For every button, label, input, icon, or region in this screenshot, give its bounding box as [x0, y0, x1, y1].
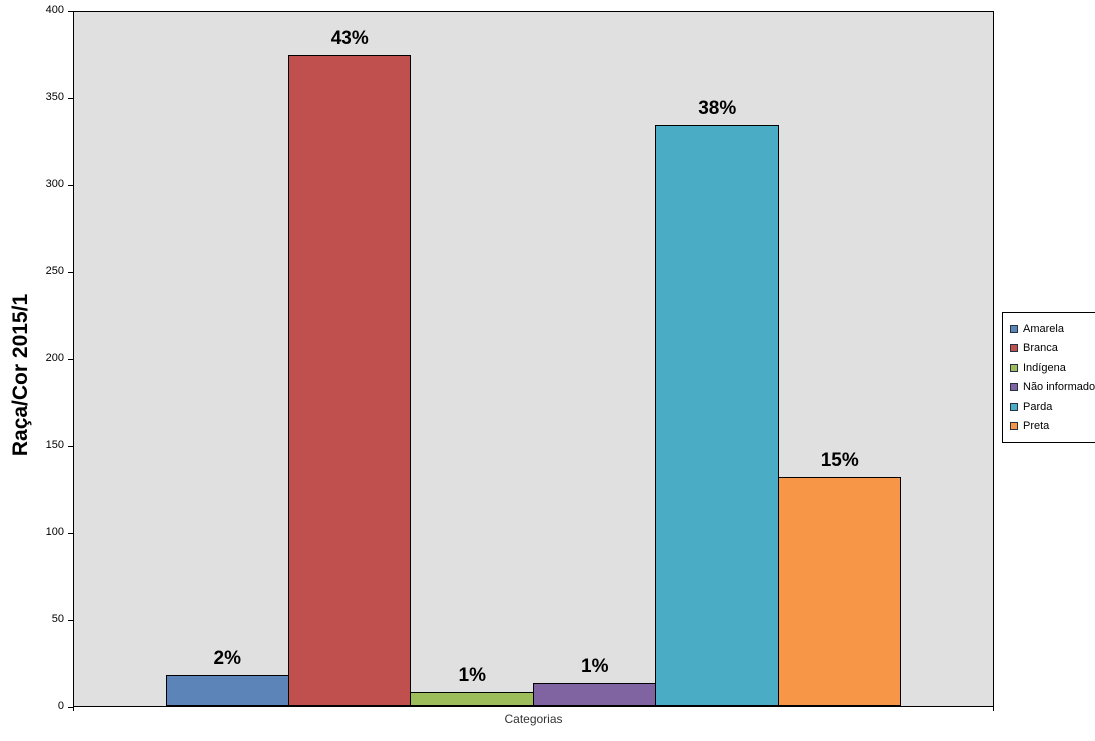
legend-swatch-icon: [1010, 422, 1018, 431]
x-axis-title: Categorias: [504, 712, 563, 726]
legend-item-label: Parda: [1023, 400, 1053, 413]
bar-slot-branca: 43%: [287, 12, 411, 706]
legend-item-indígena[interactable]: Indígena: [1010, 358, 1095, 378]
y-tick-mark: [68, 358, 73, 360]
bar-branca[interactable]: [287, 55, 411, 706]
bar-slot-preta: 15%: [777, 12, 901, 706]
legend-item-preta[interactable]: Preta: [1010, 417, 1095, 437]
y-tick-mark: [68, 184, 73, 186]
legend-item-label: Amarela: [1023, 322, 1064, 335]
legend-item-parda[interactable]: Parda: [1010, 397, 1095, 417]
plot-area: 2% 43% 1% 1% 38% 15%: [73, 11, 994, 707]
legend-item-label: Indígena: [1023, 361, 1066, 374]
x-axis-end-tick-left: [73, 707, 74, 711]
bar-indígena[interactable]: [410, 692, 534, 706]
y-tick-label: 350: [45, 91, 64, 103]
bar-slot-amarela: 2%: [166, 12, 289, 706]
legend-swatch-icon: [1010, 363, 1018, 372]
legend-item-label: Branca: [1023, 342, 1058, 355]
bar-value-label: 38%: [698, 97, 737, 119]
legend-item-não-informado[interactable]: Não informado: [1010, 378, 1095, 398]
bar-preta[interactable]: [777, 476, 901, 706]
y-tick-label: 50: [51, 613, 64, 625]
bar-slot-não-informado: 1%: [532, 12, 656, 706]
y-tick-label: 250: [45, 265, 64, 277]
y-axis: 0 50 100 150 200 250 300 350 400: [0, 4, 73, 712]
bar-value-label: 43%: [330, 28, 369, 50]
x-axis-end-tick-right: [993, 707, 994, 711]
y-tick-mark: [68, 619, 73, 621]
bar-value-label: 15%: [820, 449, 859, 471]
y-tick-label: 400: [45, 4, 64, 16]
y-tick-mark: [68, 10, 73, 12]
legend-swatch-icon: [1010, 324, 1018, 333]
y-tick-mark: [68, 532, 73, 534]
bar-amarela[interactable]: [166, 674, 289, 706]
y-tick-mark: [68, 706, 73, 708]
y-tick-mark: [68, 97, 73, 99]
legend-swatch-icon: [1010, 344, 1018, 353]
y-tick-label: 0: [57, 700, 64, 712]
bar-não-informado[interactable]: [532, 683, 656, 706]
y-tick-mark: [68, 445, 73, 447]
legend-item-branca[interactable]: Branca: [1010, 339, 1095, 359]
bar-slot-parda: 38%: [655, 12, 779, 706]
bars-container: 2% 43% 1% 1% 38% 15%: [166, 12, 901, 706]
bar-value-label: 2%: [213, 647, 241, 669]
y-tick-label: 300: [45, 178, 64, 190]
legend-swatch-icon: [1010, 402, 1018, 411]
legend-item-label: Preta: [1023, 420, 1050, 433]
bar-parda[interactable]: [655, 124, 779, 706]
legend-item-label: Não informado: [1023, 381, 1095, 394]
legend: Amarela Branca Indígena Não informado Parda P…: [1002, 312, 1095, 443]
bar-value-label: 1%: [581, 656, 609, 678]
bar-value-label: 1%: [458, 665, 486, 687]
y-tick-label: 100: [45, 526, 64, 538]
y-tick-label: 150: [45, 439, 64, 451]
y-tick-label: 200: [45, 352, 64, 364]
bar-slot-indígena: 1%: [410, 12, 534, 706]
y-tick-mark: [68, 271, 73, 273]
legend-item-amarela[interactable]: Amarela: [1010, 319, 1095, 339]
legend-swatch-icon: [1010, 383, 1018, 392]
